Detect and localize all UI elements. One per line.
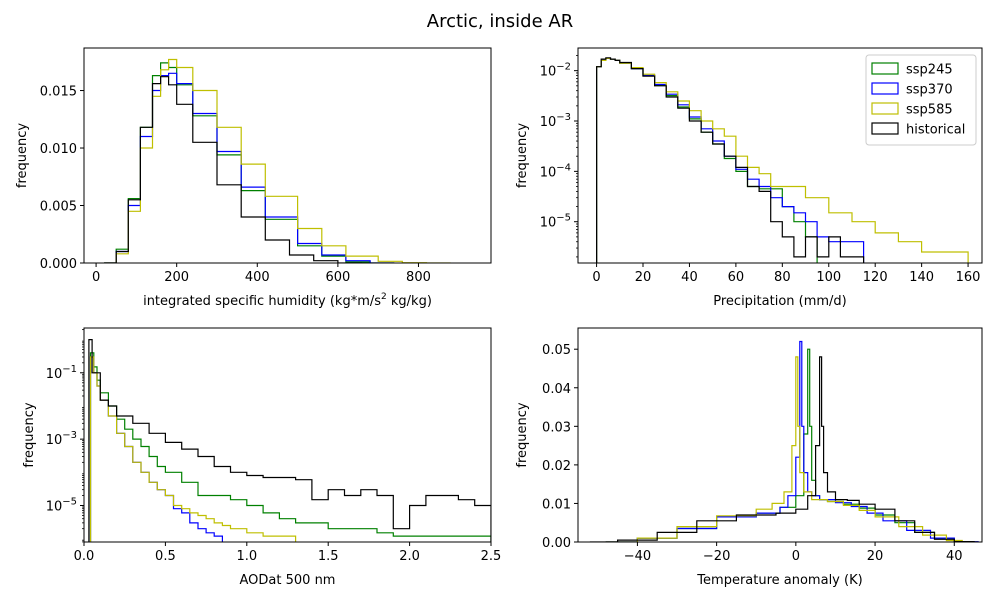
legend-swatch-ssp585	[871, 102, 899, 115]
y-tick-label: 10−1	[46, 364, 77, 382]
series-ssp370-line	[596, 57, 865, 263]
x-tick-label: 0	[792, 549, 800, 564]
x-tick-label: −40	[624, 549, 651, 564]
legend-swatch-historical	[871, 122, 899, 135]
legend-swatch-ssp370	[871, 82, 899, 95]
y-tick-label: 10−2	[540, 62, 571, 80]
series-ssp245-line	[596, 57, 818, 263]
x-tick-label: 2.0	[399, 549, 420, 564]
legend-label-historical: historical	[906, 123, 965, 138]
y-tick-label: 0.02	[542, 459, 571, 474]
axes-frame	[83, 327, 492, 543]
y-tick-label: 0.04	[542, 382, 571, 397]
x-tick-label: 600	[325, 270, 350, 285]
series-ssp245-line	[104, 62, 395, 263]
y-axis-label: frequency	[15, 123, 30, 189]
y-tick-label: 0.03	[542, 420, 571, 435]
x-tick-label: 200	[164, 270, 189, 285]
x-tick-label: 80	[774, 270, 791, 285]
y-tick-label: 10−5	[46, 497, 77, 515]
legend-label-ssp585: ssp585	[906, 103, 953, 118]
x-tick-label: 40	[681, 270, 698, 285]
panel-ivt-histogram: 0 200 400 600 800 0.000 0.005 0.010 0.015 integra…	[15, 47, 492, 309]
axes-frame	[577, 47, 983, 264]
x-tick-label: 20	[867, 549, 884, 564]
x-axis-label: Precipitation (mm/d)	[713, 294, 847, 309]
x-axis-label: Temperature anomaly (K)	[696, 573, 862, 588]
series-historical-line	[104, 76, 362, 263]
y-tick-label: 10−4	[540, 162, 571, 180]
series-ssp245-line	[89, 352, 491, 542]
x-tick-label: 120	[863, 270, 888, 285]
x-tick-label: 0.5	[155, 549, 176, 564]
figure-title: Arctic, inside AR	[427, 11, 573, 32]
y-tick-label: 10−3	[540, 112, 571, 130]
series-ssp370-line	[89, 356, 223, 542]
panel-temperature-anomaly-histogram: −40 −20 0 20 40 0.00 0.01 0.02 0.03 0.04 0.05 Tempe…	[515, 327, 983, 588]
panel-aod-histogram: 0.0 0.5 1.0 1.5 2.0 2.5 10−5 10−3 10−1 AODat 500 …	[22, 327, 502, 588]
panel-precipitation-histogram: 0 20 40 60 80 100 120 140 160 10−5 10−4 10−3 10−2 Pre…	[515, 47, 983, 309]
y-tick-label: 0.00	[542, 536, 571, 551]
axes-frame	[83, 47, 492, 264]
x-tick-label: 400	[245, 270, 270, 285]
legend-label-ssp370: ssp370	[906, 83, 953, 98]
x-tick-label: −20	[703, 549, 730, 564]
y-tick-label: 0.01	[542, 497, 571, 512]
y-tick-label: 0.000	[40, 257, 77, 272]
series-ssp585-line	[605, 356, 978, 542]
x-tick-label: 160	[956, 270, 981, 285]
x-axis-label: integrated specific humidity (kg*m/s2 kg…	[143, 292, 432, 309]
x-tick-label: 1.5	[318, 549, 339, 564]
x-tick-label: 0	[592, 270, 600, 285]
y-tick-label: 0.05	[542, 343, 571, 358]
series-historical-line	[596, 57, 865, 263]
legend-swatch-ssp245	[871, 62, 899, 75]
x-tick-label: 0.0	[74, 549, 95, 564]
x-tick-label: 140	[909, 270, 934, 285]
series-historical-line	[88, 339, 491, 542]
x-tick-label: 800	[406, 270, 431, 285]
y-tick-label: 0.010	[40, 142, 77, 157]
x-tick-label: 1.0	[236, 549, 257, 564]
y-tick-label: 0.015	[40, 85, 77, 100]
series-ssp370-line	[104, 72, 395, 263]
legend-label-ssp245: ssp245	[906, 63, 953, 78]
x-tick-label: 100	[816, 270, 841, 285]
series-ssp370-line	[605, 340, 979, 542]
x-tick-label: 2.5	[481, 549, 502, 564]
y-axis-label: frequency	[22, 402, 37, 468]
x-tick-label: 60	[728, 270, 745, 285]
legend: ssp245 ssp370 ssp585 historical	[865, 54, 977, 146]
y-axis-label: frequency	[515, 123, 530, 189]
y-tick-label: 10−3	[46, 430, 77, 448]
y-tick-label: 0.005	[40, 200, 77, 215]
series-historical-line	[589, 356, 975, 542]
axes-frame	[577, 327, 983, 543]
x-tick-label: 20	[635, 270, 652, 285]
y-tick-label: 10−5	[540, 213, 571, 231]
x-tick-label: 0	[92, 270, 100, 285]
x-axis-label: AODat 500 nm	[240, 573, 336, 588]
y-axis-label: frequency	[515, 402, 530, 468]
x-tick-label: 40	[946, 549, 963, 564]
